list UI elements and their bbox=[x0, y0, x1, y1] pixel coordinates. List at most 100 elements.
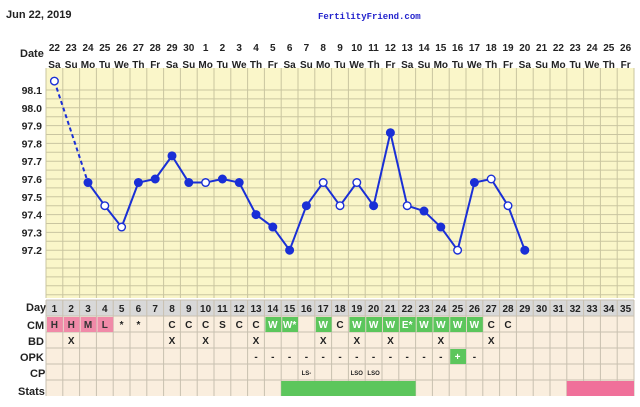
opk-row-bg bbox=[46, 348, 634, 364]
day-cell: 9 bbox=[186, 304, 192, 315]
cm-cell: W bbox=[419, 320, 429, 331]
temp-segment bbox=[456, 182, 476, 251]
date-cell: 6 bbox=[287, 43, 293, 54]
temp-point bbox=[49, 76, 59, 86]
weekday-cell: Su bbox=[65, 60, 78, 71]
bd-cell: X bbox=[387, 336, 394, 347]
temp-point bbox=[520, 245, 530, 255]
bd-row-bg bbox=[46, 332, 634, 348]
opk-cell: - bbox=[372, 352, 375, 363]
weekday-cell: We bbox=[114, 60, 129, 71]
cm-cell-fill bbox=[349, 317, 366, 332]
date-cell: 27 bbox=[133, 43, 145, 54]
opk-row-label: OPK bbox=[20, 352, 44, 364]
temp-dashed-segment bbox=[53, 80, 89, 183]
weekday-cell: Sa bbox=[283, 60, 296, 71]
y-tick-label: 98.1 bbox=[22, 85, 43, 97]
day-cell: 20 bbox=[368, 304, 380, 315]
cm-cell-fill bbox=[433, 317, 450, 332]
temp-segment bbox=[104, 205, 123, 228]
cm-cell: W bbox=[352, 320, 362, 331]
cm-cell: W bbox=[268, 320, 278, 331]
cm-cell: W bbox=[470, 320, 480, 331]
date-row-label: Date bbox=[20, 48, 44, 60]
opk-cell: - bbox=[271, 352, 274, 363]
date-cell: 12 bbox=[385, 43, 397, 54]
weekday-cell: We bbox=[232, 60, 247, 71]
date-cell: 25 bbox=[99, 43, 111, 54]
day-cell: 24 bbox=[435, 304, 447, 315]
date-cell: 4 bbox=[253, 43, 259, 54]
weekday-cell: Tu bbox=[569, 60, 580, 71]
day-cell: 19 bbox=[351, 304, 363, 315]
cp-cell: LSO bbox=[367, 371, 380, 377]
temp-segment bbox=[439, 226, 459, 251]
temp-segment bbox=[490, 178, 509, 207]
temp-segment bbox=[305, 181, 325, 207]
temp-segment bbox=[372, 132, 392, 206]
site-name: FertilityFriend.com bbox=[318, 12, 421, 22]
cm-cell-fill bbox=[467, 317, 483, 332]
opk-cell: - bbox=[439, 352, 442, 363]
temp-segment bbox=[154, 155, 173, 180]
day-cell: 2 bbox=[68, 304, 74, 315]
date-cell: 23 bbox=[570, 43, 582, 54]
day-cell: 17 bbox=[318, 304, 330, 315]
day-cell: 18 bbox=[334, 304, 346, 315]
y-tick-label: 97.9 bbox=[22, 121, 43, 133]
temp-point bbox=[184, 178, 194, 188]
date-cell: 21 bbox=[536, 43, 548, 54]
day-row-label: Day bbox=[26, 302, 47, 314]
cm-cell-fill bbox=[265, 317, 282, 332]
temp-segment bbox=[171, 155, 190, 184]
weekday-cell: Sa bbox=[166, 60, 179, 71]
weekday-cell: Sa bbox=[401, 60, 414, 71]
opk-cell: - bbox=[389, 352, 392, 363]
weekday-cell: Fr bbox=[621, 60, 631, 71]
temp-segment bbox=[288, 205, 308, 251]
weekday-cell: Fr bbox=[385, 60, 395, 71]
temp-point bbox=[100, 201, 110, 211]
cp-cell: LSO bbox=[351, 371, 364, 377]
day-cell: 26 bbox=[469, 304, 481, 315]
weekday-cell: We bbox=[585, 60, 600, 71]
date-cell: 20 bbox=[519, 43, 531, 54]
weekday-cell: Th bbox=[485, 60, 497, 71]
data-rows: 1 2 3 4 5 6 7 8 9 10 11 12 13 14 15 16 17 18 19 20 21 22 23 24 2… bbox=[45, 299, 635, 396]
cm-cell-fill bbox=[282, 317, 298, 332]
weekday-cell: We bbox=[349, 60, 364, 71]
cm-cell-fill bbox=[416, 317, 433, 332]
day-cell: 28 bbox=[502, 304, 514, 315]
cp-row-label: CP bbox=[30, 368, 45, 380]
opk-cell: - bbox=[254, 352, 257, 363]
stats-green-block bbox=[281, 381, 416, 396]
cm-cell: C bbox=[336, 320, 343, 331]
opk-cell: - bbox=[406, 352, 409, 363]
cm-row-bg bbox=[46, 316, 634, 332]
y-tick-label: 98.0 bbox=[22, 103, 43, 115]
date-cell: 1 bbox=[203, 43, 209, 54]
stats-row-label: Stats bbox=[18, 386, 45, 398]
date-cell: 19 bbox=[502, 43, 514, 54]
cm-cell: * bbox=[136, 320, 140, 331]
date-cell: 30 bbox=[183, 43, 195, 54]
temp-point bbox=[301, 201, 311, 211]
bd-cell: X bbox=[320, 336, 327, 347]
temp-point bbox=[352, 178, 362, 188]
day-cell: 22 bbox=[402, 304, 414, 315]
weekday-cell: Su bbox=[300, 60, 313, 71]
date-cell: 5 bbox=[270, 43, 276, 54]
chart-grid bbox=[45, 68, 635, 298]
bd-row-label: BD bbox=[28, 336, 44, 348]
cm-row-label: CM bbox=[27, 320, 44, 332]
temp-segment bbox=[87, 181, 106, 207]
date-cell: 7 bbox=[304, 43, 310, 54]
plot-area bbox=[46, 68, 634, 298]
weekday-cell: Sa bbox=[519, 60, 532, 71]
weekday-cell: We bbox=[467, 60, 482, 71]
temp-point bbox=[251, 210, 261, 220]
opk-cell: + bbox=[455, 352, 461, 363]
temp-point bbox=[150, 174, 160, 184]
cm-cell: C bbox=[504, 320, 511, 331]
